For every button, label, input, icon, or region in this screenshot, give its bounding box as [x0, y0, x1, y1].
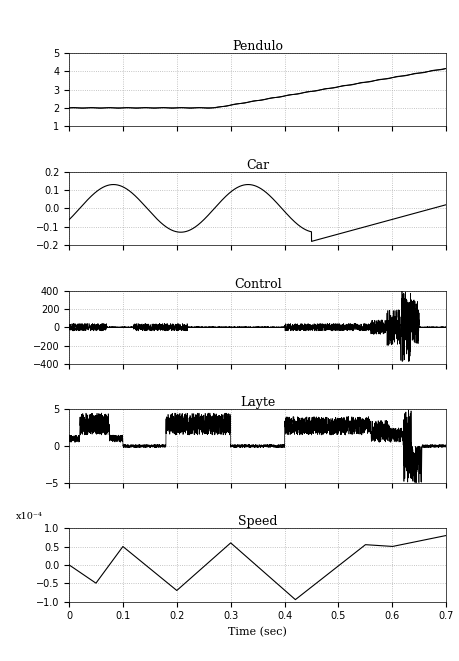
Title: Speed: Speed [237, 515, 277, 528]
Title: Car: Car [246, 159, 269, 172]
Title: Layte: Layte [240, 397, 274, 409]
Title: Control: Control [233, 278, 281, 291]
Title: Pendulo: Pendulo [232, 40, 282, 53]
X-axis label: Time (sec): Time (sec) [228, 627, 286, 637]
Text: x10⁻⁴: x10⁻⁴ [16, 512, 43, 521]
